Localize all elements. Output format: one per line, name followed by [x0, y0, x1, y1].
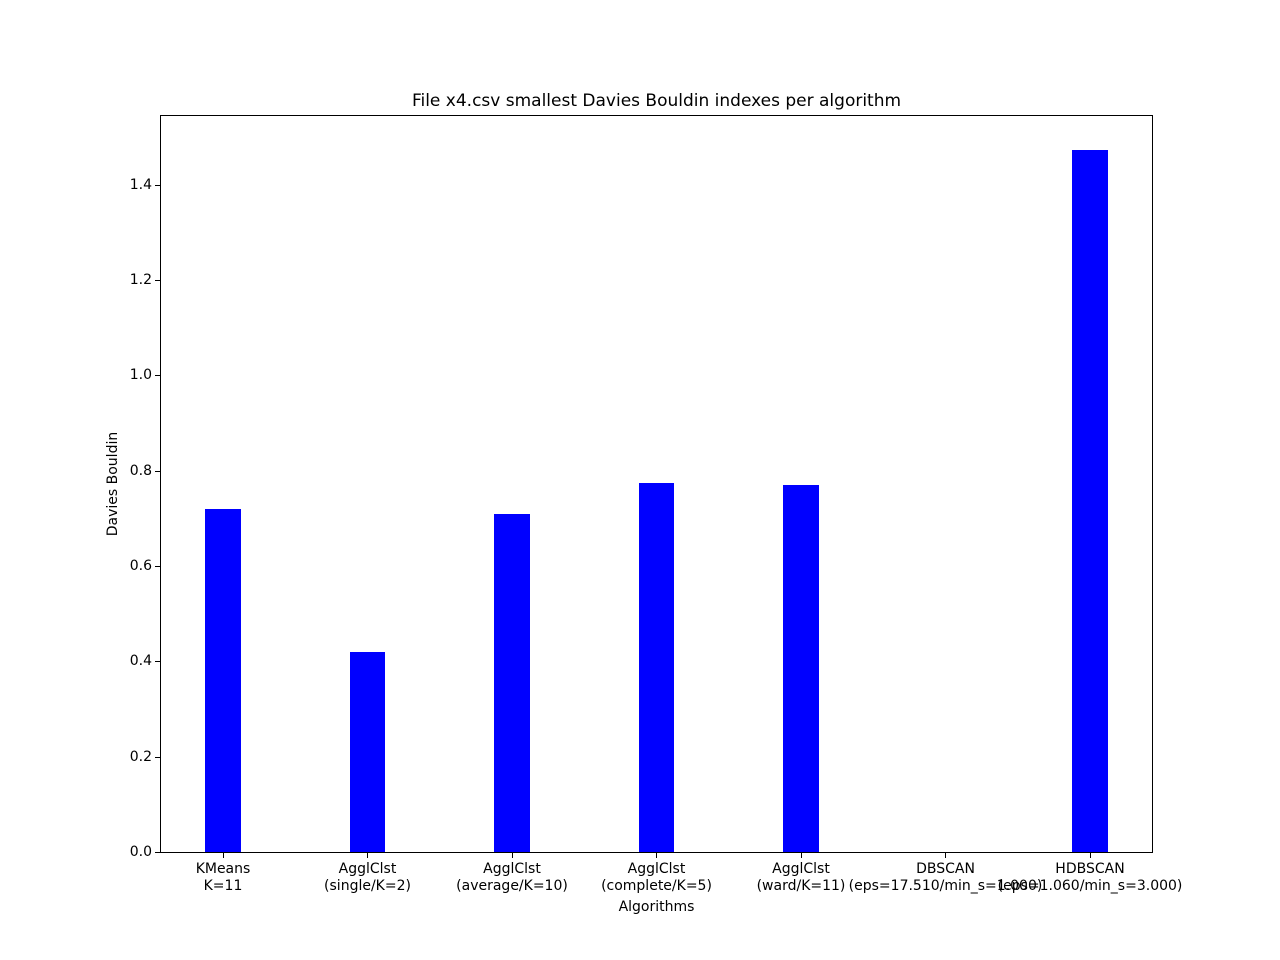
x-tick-mark — [367, 853, 368, 858]
x-tick-mark — [222, 853, 224, 858]
x-tick-label-line2: (eps=17.510/min_s=1.000) — [848, 878, 1043, 894]
y-tick-label: 0.2 — [129, 748, 152, 765]
y-tick-mark — [155, 565, 160, 567]
x-tick-label-line2: K=11 — [203, 878, 243, 894]
x-tick-label-line2: (ward/K=11) — [756, 878, 846, 894]
plot-area — [160, 115, 1153, 853]
x-tick-label-line1: AgglClst — [772, 861, 830, 877]
y-tick-label: 0.6 — [129, 557, 152, 574]
x-tick-label: AgglClst (complete/K=5) — [487, 861, 827, 895]
x-tick-label-line1: AgglClst — [627, 861, 686, 877]
x-tick-label: AgglClst (single/K=2) — [198, 861, 538, 895]
x-tick-mark — [800, 853, 802, 858]
y-tick-label: 0.8 — [129, 462, 152, 479]
y-tick-mark — [155, 375, 160, 377]
y-tick-label: 0.4 — [129, 653, 152, 670]
chart-title: File x4.csv smallest Davies Bouldin inde… — [411, 91, 902, 111]
y-tick-mark — [155, 661, 160, 663]
x-tick-label-line2: (single/K=2) — [324, 878, 411, 894]
x-tick-label-line1: DBSCAN — [916, 861, 975, 877]
y-tick-mark — [155, 470, 160, 472]
bar-agglclst-3 — [638, 483, 675, 852]
bar-hdbscan-6 — [1072, 150, 1108, 852]
y-tick-mark — [155, 184, 160, 186]
x-tick-mark — [511, 853, 513, 858]
y-tick-mark — [155, 852, 160, 853]
x-tick-label: KMeans K=11 — [53, 861, 393, 895]
x-tick-label: HDBSCAN (eps=1.060/min_s=3.000) — [920, 861, 1260, 895]
x-tick-label-line2: (complete/K=5) — [601, 878, 712, 894]
x-tick-label: AgglClst (average/K=10) — [342, 861, 682, 895]
x-tick-label-line1: AgglClst — [483, 861, 541, 877]
y-tick-label: 1.4 — [129, 176, 152, 193]
x-axis-label: Algorithms — [618, 899, 695, 915]
bar-kmeans-0 — [205, 509, 241, 852]
x-tick-label: AgglClst (ward/K=11) — [631, 861, 971, 895]
bar-agglclst-2 — [494, 514, 530, 852]
x-tick-mark — [945, 853, 946, 858]
x-tick-mark — [1089, 853, 1091, 858]
x-tick-label-line2: (eps=1.060/min_s=3.000) — [997, 878, 1183, 894]
x-tick-label: DBSCAN (eps=17.510/min_s=1.000) — [776, 861, 1116, 895]
x-tick-label-line1: HDBSCAN — [1055, 861, 1125, 877]
y-tick-label: 1.2 — [129, 271, 152, 288]
y-tick-label: 1.0 — [129, 367, 152, 384]
y-tick-mark — [155, 279, 160, 281]
x-tick-label-line1: AgglClst — [338, 861, 397, 877]
bar-agglclst-4 — [783, 485, 819, 852]
y-tick-label: 0.0 — [129, 844, 152, 860]
x-tick-label-line1: KMeans — [195, 861, 251, 877]
x-tick-mark — [656, 853, 657, 858]
y-tick-mark — [155, 756, 160, 758]
bar-agglclst-1 — [349, 652, 386, 852]
x-tick-label-line2: (average/K=10) — [456, 878, 568, 894]
